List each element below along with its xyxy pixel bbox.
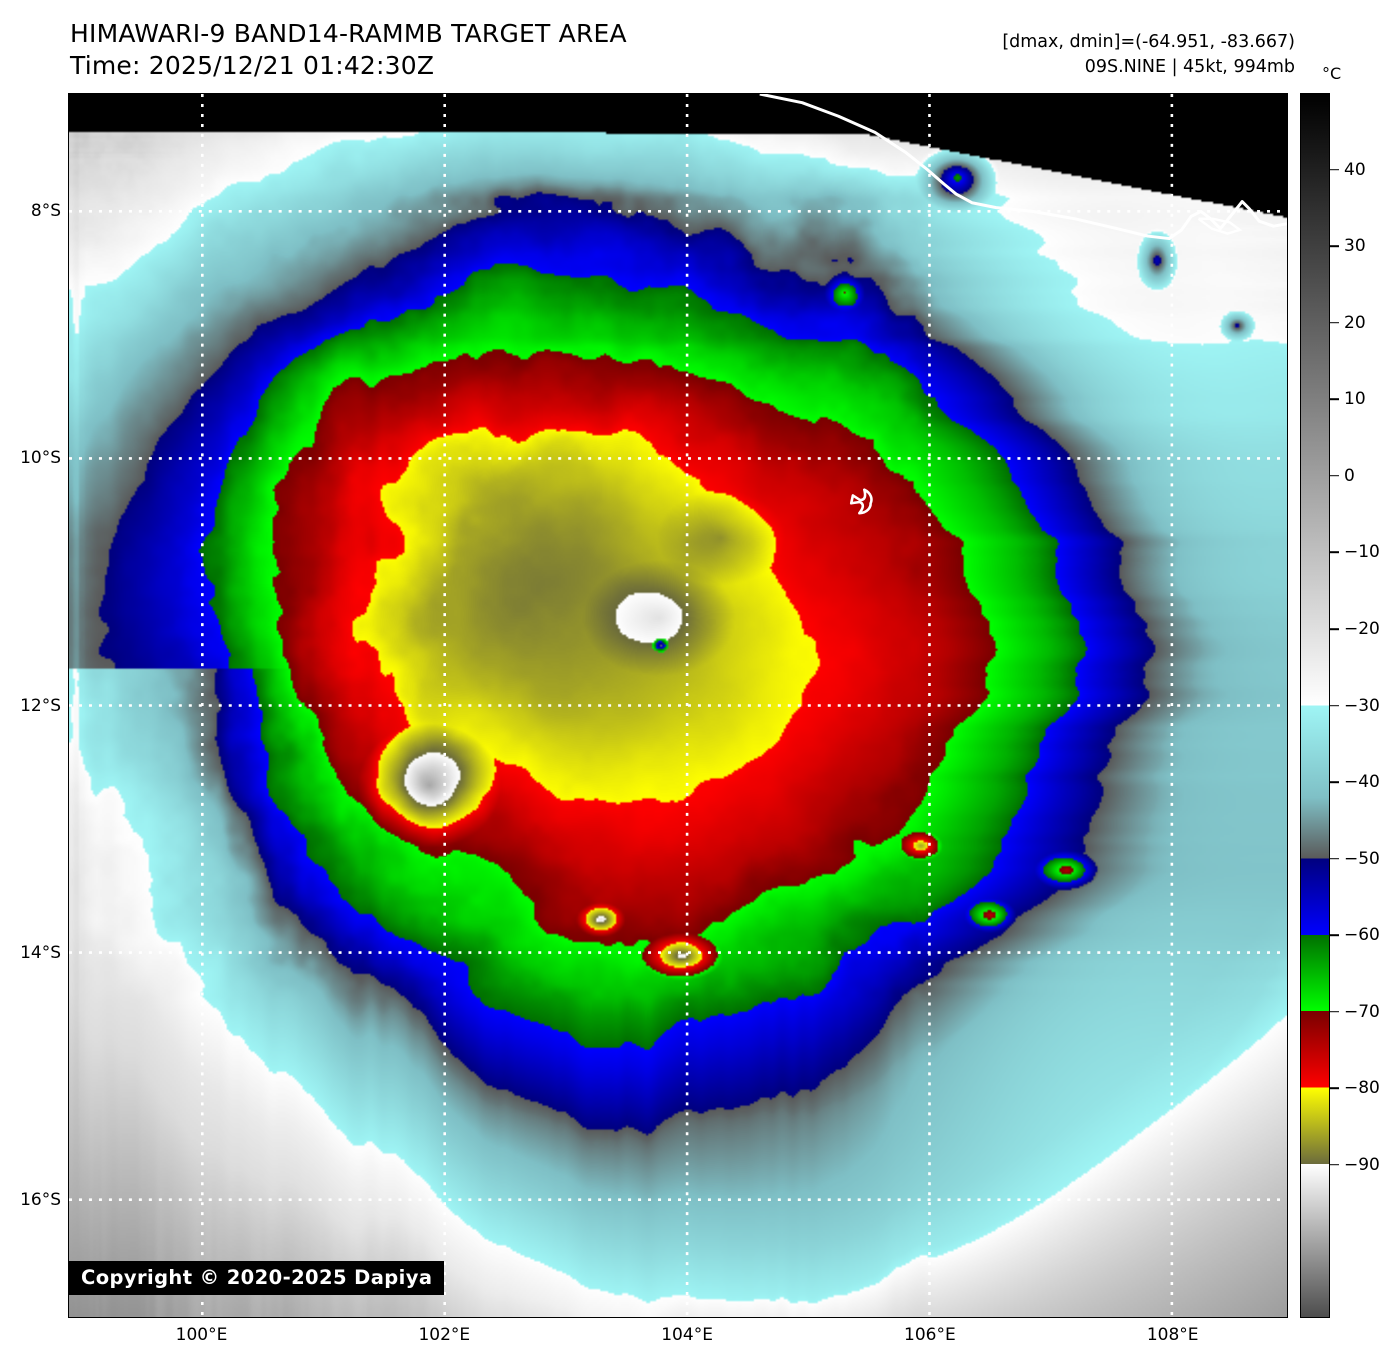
lon-tick-label: 106°E (904, 1325, 956, 1345)
colorbar-tick (1330, 628, 1339, 630)
temperature-colorbar (1300, 93, 1330, 1318)
colorbar-tick (1330, 168, 1339, 171)
colorbar-tick (1330, 551, 1339, 554)
colorbar-tick (1330, 398, 1339, 401)
colorbar-tick (1330, 245, 1339, 247)
lon-tick-label: 102°E (418, 1325, 471, 1345)
colorbar-tick-label: −70 (1344, 1001, 1380, 1022)
colorbar-tick-label: 20 (1344, 312, 1366, 333)
map-overlay (69, 94, 1287, 1317)
colorbar-tick-label: −50 (1344, 848, 1380, 869)
colorbar-tick-label: −90 (1344, 1154, 1380, 1175)
tropical-cyclone-symbol-path (849, 488, 873, 515)
satellite-image-plot: Copyright © 2020-2025 Dapiya (68, 93, 1288, 1318)
copyright-watermark: Copyright © 2020-2025 Dapiya (69, 1261, 445, 1295)
header-metadata: [dmax, dmin]=(-64.951, -83.667) 09S.NINE… (1002, 30, 1295, 80)
lat-tick-label: 14°S (20, 942, 61, 963)
gridlines (69, 94, 1287, 1317)
colorbar-tick (1330, 1087, 1339, 1090)
colorbar-tick (1330, 475, 1339, 477)
coastline-path (759, 94, 1287, 241)
colorbar-tick-label: −20 (1344, 618, 1380, 639)
colorbar-tick (1330, 1164, 1339, 1166)
lon-tick-label: 104°E (661, 1325, 713, 1345)
colorbar-tick-label: −80 (1344, 1078, 1380, 1099)
colorbar-tick (1330, 704, 1339, 707)
colorbar-tick-label: −40 (1344, 772, 1380, 793)
lat-tick-label: 12°S (20, 695, 61, 716)
colorbar-tick (1330, 781, 1339, 783)
colorbar-tick-label: −10 (1344, 542, 1380, 563)
colorbar-tick (1330, 1010, 1339, 1013)
colorbar-tick (1330, 934, 1339, 936)
colorbar-tick-label: −30 (1344, 695, 1380, 716)
colorbar-tick (1330, 857, 1339, 860)
lat-tick-label: 8°S (30, 200, 61, 221)
colorbar-tick-label: 10 (1344, 389, 1366, 410)
lat-tick-label: 16°S (20, 1190, 61, 1211)
colorbar-units-label: °C (1322, 64, 1342, 83)
colorbar-tick (1330, 321, 1339, 324)
lon-tick-label: 100°E (175, 1325, 228, 1345)
storm-info-readout: 09S.NINE | 45kt, 994mb (1084, 57, 1295, 77)
page-title: HIMAWARI-9 BAND14-RAMMB TARGET AREA Time… (70, 19, 627, 80)
colorbar-gradient (1300, 93, 1330, 1318)
lon-tick-label: 108°E (1146, 1325, 1199, 1345)
colorbar-tick-label: 0 (1344, 465, 1355, 486)
lat-tick-label: 10°S (20, 448, 61, 469)
coastline (759, 94, 1287, 241)
colorbar-tick-label: 40 (1344, 159, 1366, 180)
coastline-inlet-path (1197, 217, 1243, 235)
colorbar-tick-label: −60 (1344, 925, 1380, 946)
tropical-cyclone-symbol-icon (849, 488, 873, 515)
colorbar-tick-label: 30 (1344, 236, 1366, 257)
dmax-dmin-readout: [dmax, dmin]=(-64.951, -83.667) (1002, 32, 1295, 52)
